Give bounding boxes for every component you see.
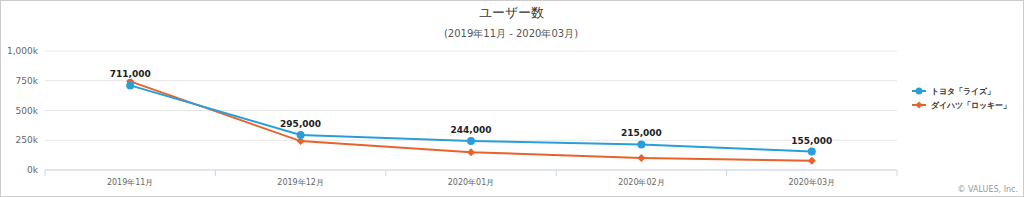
chart-svg: ユーザー数 (2019年11月 - 2020年03月) 0k 250k 500k 750k… xyxy=(0,0,1024,197)
data-label: 215,000 xyxy=(621,128,662,138)
legend-label: トヨタ「ライズ」 xyxy=(931,87,995,96)
chart-container: ユーザー数 (2019年11月 - 2020年03月) 0k 250k 500k 750k… xyxy=(0,0,1024,197)
data-label: 295,000 xyxy=(280,119,321,129)
point xyxy=(126,81,134,89)
x-tick xyxy=(556,170,557,176)
x-tick xyxy=(215,170,216,176)
y-tick-label: 0k xyxy=(27,165,39,175)
legend-marker xyxy=(916,88,923,95)
grid-line xyxy=(45,51,897,52)
x-tick xyxy=(385,170,386,176)
grid-line xyxy=(45,170,897,171)
x-tick-label: 2020年02月 xyxy=(618,178,665,187)
point xyxy=(637,154,645,162)
legend-label: ダイハツ「ロッキー」 xyxy=(931,101,1011,110)
labels: 711,000 295,000 244,000 215,000 155,000 xyxy=(110,69,833,145)
series-line xyxy=(130,81,812,160)
x-tick xyxy=(726,170,727,176)
point xyxy=(808,157,816,165)
grid-line xyxy=(45,80,897,81)
series-line xyxy=(130,85,812,151)
x-tick xyxy=(45,170,46,176)
point xyxy=(637,140,645,148)
y-tick-label: 1,000k xyxy=(7,46,39,56)
x-tick-label: 2020年01月 xyxy=(448,178,495,187)
data-label: 244,000 xyxy=(451,125,492,135)
legend-marker xyxy=(916,102,923,109)
point xyxy=(467,148,475,156)
y-tick-label: 500k xyxy=(16,106,39,116)
plot-area xyxy=(126,77,816,164)
subtitle: (2019年11月 - 2020年03月) xyxy=(444,28,578,39)
point xyxy=(297,131,305,139)
title: ユーザー数 xyxy=(479,5,544,20)
x-tick-label: 2020年03月 xyxy=(789,178,836,187)
x-axis-line xyxy=(45,170,897,171)
data-label: 711,000 xyxy=(110,69,151,79)
point xyxy=(808,148,816,156)
x-tick xyxy=(897,170,898,176)
y-tick-label: 250k xyxy=(16,135,39,145)
credit: © VALUES, Inc. xyxy=(958,185,1018,194)
frame xyxy=(1,1,1024,197)
x-tick-label: 2019年11月 xyxy=(107,178,154,187)
grid-line xyxy=(45,110,897,111)
point xyxy=(467,137,475,145)
data-label: 155,000 xyxy=(791,136,832,146)
x-tick-label: 2019年12月 xyxy=(277,178,324,187)
y-tick-label: 750k xyxy=(16,76,39,86)
